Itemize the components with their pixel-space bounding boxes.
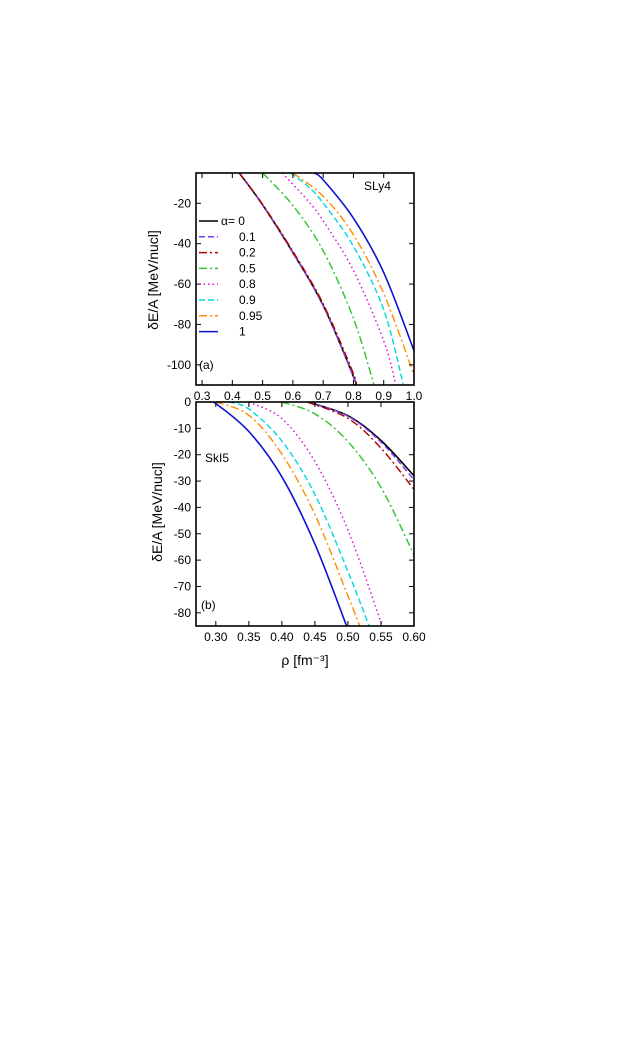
y-tick-label-b-3: -30 <box>174 474 192 488</box>
series-line-b-6 <box>215 402 361 626</box>
legend-label-4: 0.8 <box>239 277 256 291</box>
series-line-b-7 <box>208 402 348 626</box>
x-tick-label-b-0: 0.30 <box>204 630 228 644</box>
y-tick-label-b-7: -70 <box>174 579 192 593</box>
legend-label-3: 0.5 <box>239 261 256 275</box>
x-tick-label-a-7: 1.0 <box>406 389 423 403</box>
x-tick-label-b-1: 0.35 <box>237 630 261 644</box>
series-line-a-7 <box>313 173 414 351</box>
x-tick-label-b-5: 0.55 <box>369 630 393 644</box>
y-tick-label-b-4: -40 <box>174 500 192 514</box>
series-line-a-3 <box>262 173 375 385</box>
y-tick-label-a-1: -40 <box>174 237 192 251</box>
panel-a-curves <box>238 173 414 385</box>
y-tick-label-b-6: -60 <box>174 553 192 567</box>
legend: α= 0 0.1 0.20.5 0.8 0.9 0.95 1 <box>199 214 263 339</box>
panel-b-y-ticks: 0 -10 -20 -30 -40 -50 -60 -70 -80 <box>174 395 414 620</box>
series-line-b-1 <box>308 402 414 481</box>
panel-b-curves <box>208 402 414 626</box>
series-line-a-4 <box>281 173 397 385</box>
x-tick-label-a-2: 0.5 <box>254 389 271 403</box>
x-tick-label-b-6: 0.60 <box>402 630 426 644</box>
panel-a-x-ticks: 0.3 0.4 0.5 0.6 0.7 0.8 0.9 1.0 <box>194 173 423 403</box>
legend-label-1: 0.1 <box>239 230 256 244</box>
y-tick-label-b-5: -50 <box>174 527 192 541</box>
y-tick-label-a-2: -60 <box>174 277 192 291</box>
series-line-b-5 <box>228 402 370 626</box>
x-tick-label-b-2: 0.40 <box>270 630 294 644</box>
series-line-b-2 <box>306 402 414 490</box>
x-tick-label-a-6: 0.9 <box>375 389 392 403</box>
panel-b-label: (b) <box>201 598 216 612</box>
panel-b-frame <box>195 401 415 627</box>
series-line-a-6 <box>292 173 414 376</box>
x-tick-label-a-1: 0.4 <box>224 389 241 403</box>
legend-label-6: 0.95 <box>239 309 263 323</box>
series-line-a-0 <box>238 173 358 385</box>
x-tick-label-a-0: 0.3 <box>194 389 211 403</box>
panel-a-y-ticks: -20 -40 -60 -80 -100 <box>167 196 414 372</box>
series-line-b-0 <box>308 402 414 477</box>
series-line-a-1 <box>238 173 357 385</box>
panel-a-frame <box>195 172 415 386</box>
series-line-b-4 <box>248 402 383 626</box>
series-line-b-3 <box>281 402 414 556</box>
y-tick-label-b-0: 0 <box>184 395 191 409</box>
legend-label-7: 1 <box>239 325 246 339</box>
panel-b-y-axis-title: δE/A [MeV/nucl] <box>149 462 165 562</box>
y-tick-label-b-1: -10 <box>174 421 192 435</box>
panel-b-x-axis-title: ρ [fm⁻³] <box>281 652 328 668</box>
x-tick-label-a-4: 0.7 <box>315 389 332 403</box>
x-tick-label-b-3: 0.45 <box>303 630 327 644</box>
panel-a: 0.3 0.4 0.5 0.6 0.7 0.8 0.9 1.0 -20 -40 -60 -80 -10… <box>167 172 423 403</box>
panel-b-model-label: SkI5 <box>205 451 229 465</box>
legend-label-2: 0.2 <box>239 246 256 260</box>
panel-a-y-axis-title: δE/A [MeV/nucl] <box>145 230 161 330</box>
series-line-a-2 <box>238 173 357 385</box>
legend-label-0: α= 0 <box>221 214 245 228</box>
x-tick-label-b-4: 0.50 <box>336 630 360 644</box>
panel-a-model-label: SLy4 <box>364 179 391 193</box>
y-tick-label-a-0: -20 <box>174 196 192 210</box>
legend-label-5: 0.9 <box>239 293 256 307</box>
y-tick-label-b-2: -20 <box>174 448 192 462</box>
panel-a-label: (a) <box>199 358 214 372</box>
y-tick-label-b-8: -80 <box>174 606 192 620</box>
y-tick-label-a-4: -100 <box>167 358 191 372</box>
series-line-a-5 <box>290 173 405 385</box>
panel-b: 0.30 0.35 0.40 0.45 0.50 0.55 0.60 0 -10 -20 -30 -… <box>174 395 426 644</box>
y-tick-label-a-3: -80 <box>174 317 192 331</box>
panel-b-x-ticks: 0.30 0.35 0.40 0.45 0.50 0.55 0.60 <box>204 402 426 644</box>
x-tick-label-a-5: 0.8 <box>345 389 362 403</box>
x-tick-label-a-3: 0.6 <box>285 389 302 403</box>
